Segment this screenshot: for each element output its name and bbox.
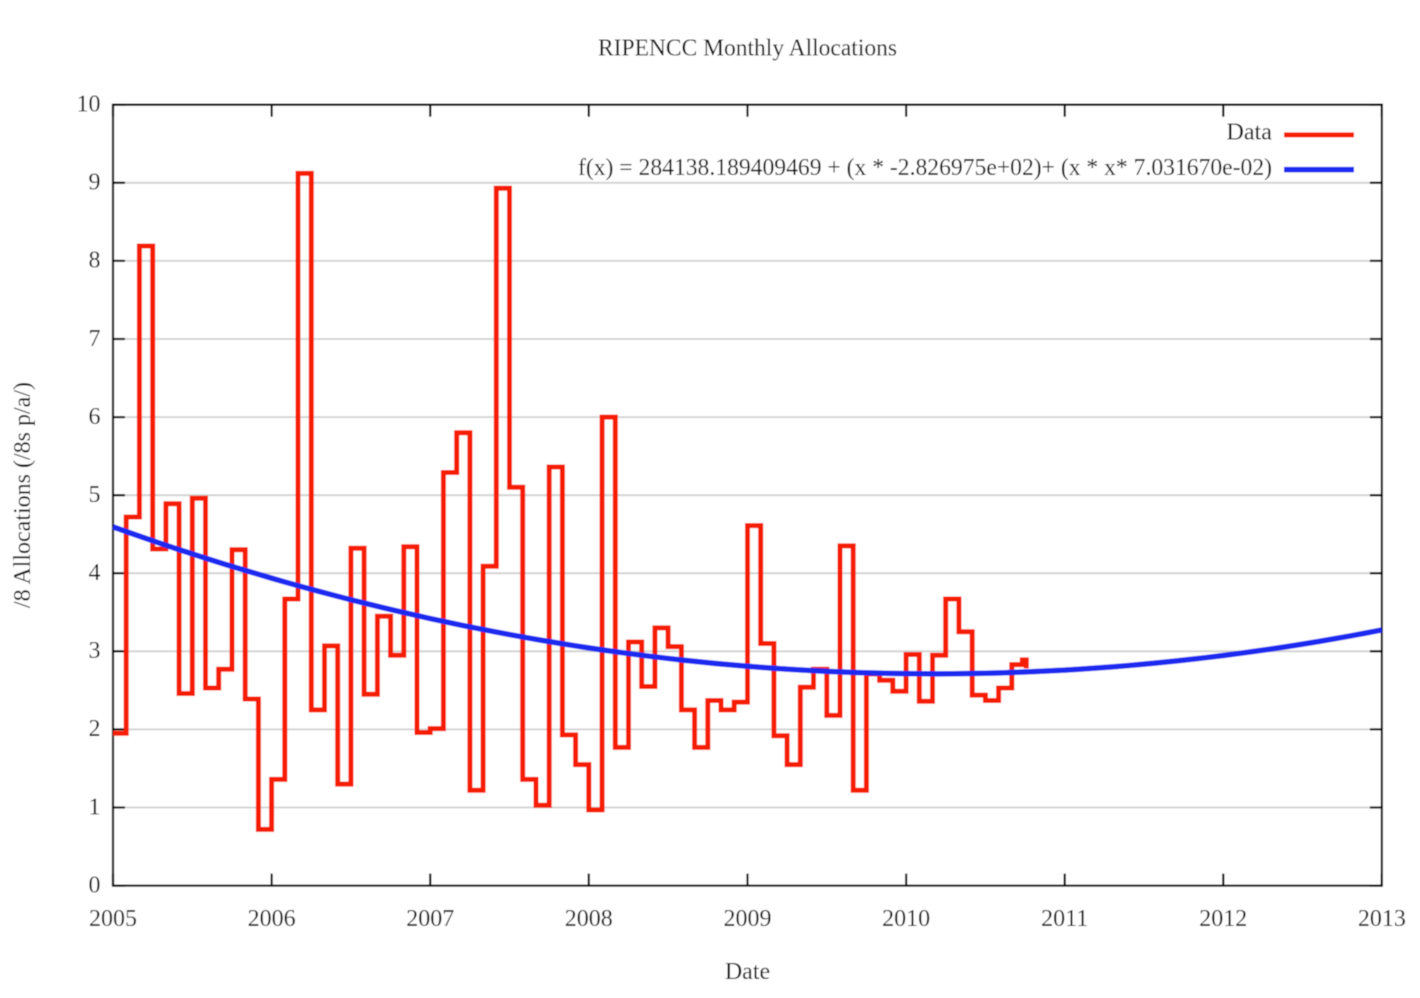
svg-text:f(x) = 284138.189409469 + (x *: f(x) = 284138.189409469 + (x * -2.826975… (578, 155, 1272, 181)
svg-text:3: 3 (89, 638, 101, 664)
svg-text:/8 Allocations (/8s p/a/): /8 Allocations (/8s p/a/) (10, 382, 36, 608)
svg-text:2011: 2011 (1041, 906, 1088, 932)
svg-text:2: 2 (89, 716, 101, 742)
svg-text:0: 0 (89, 872, 101, 898)
svg-text:2010: 2010 (882, 906, 930, 932)
svg-text:Date: Date (725, 959, 770, 985)
svg-text:2013: 2013 (1358, 906, 1406, 932)
svg-text:7: 7 (89, 326, 101, 352)
svg-text:RIPENCC Monthly Allocations: RIPENCC Monthly Allocations (598, 36, 897, 62)
svg-text:9: 9 (89, 170, 101, 196)
svg-text:2007: 2007 (406, 906, 454, 932)
svg-text:5: 5 (89, 482, 101, 508)
svg-text:Data: Data (1226, 120, 1272, 146)
svg-text:8: 8 (89, 248, 101, 274)
svg-text:2012: 2012 (1199, 906, 1247, 932)
svg-text:4: 4 (89, 560, 101, 586)
svg-text:6: 6 (89, 404, 101, 430)
svg-text:2008: 2008 (565, 906, 613, 932)
svg-text:10: 10 (77, 92, 101, 118)
svg-text:2005: 2005 (89, 906, 137, 932)
svg-text:2009: 2009 (724, 906, 772, 932)
svg-text:2006: 2006 (248, 906, 296, 932)
svg-text:1: 1 (89, 794, 101, 820)
